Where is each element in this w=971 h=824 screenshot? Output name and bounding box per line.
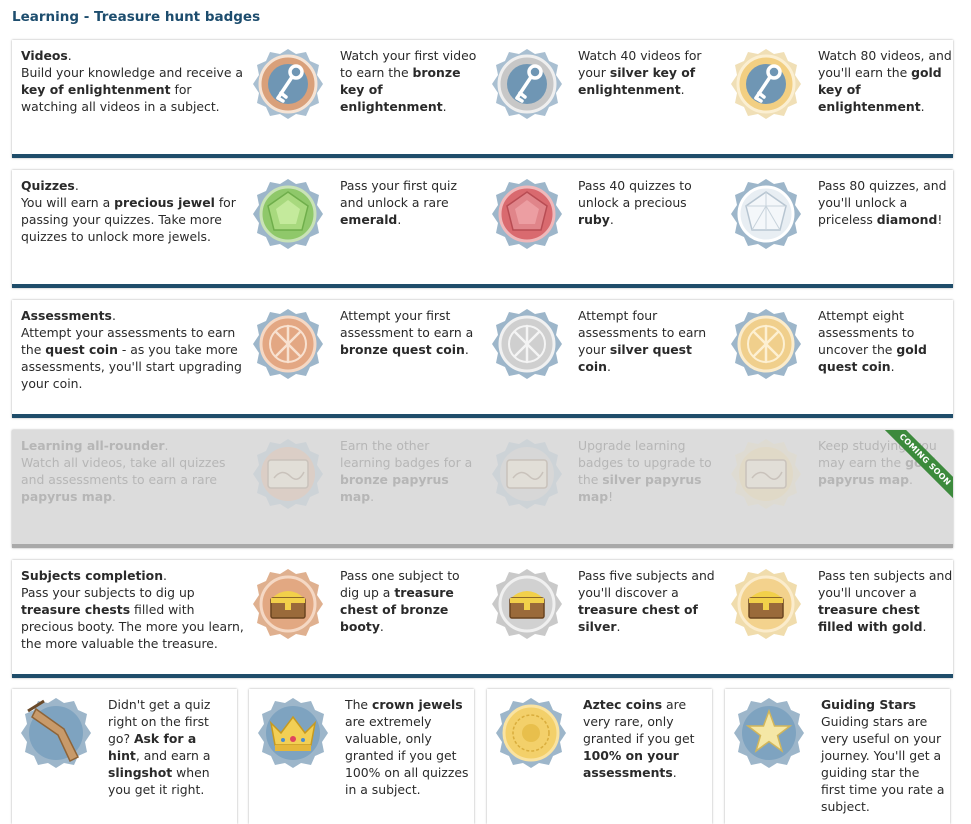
silver-quest-coin-icon[interactable] <box>491 308 563 380</box>
row-intro: Videos. Build your knowledge and receive … <box>21 48 244 114</box>
card-description: The crown jewels are extremely valuable,… <box>345 697 469 797</box>
tier-description-bronze: Pass your first quiz and unlock a rare e… <box>340 178 457 227</box>
crown-icon[interactable] <box>257 697 329 769</box>
tier-description-silver: Pass 40 quizzes to unlock a precious rub… <box>578 178 692 227</box>
row-intro: Subjects completion. Pass your subjects t… <box>21 568 244 651</box>
card-description: Guiding Stars Guiding stars are very use… <box>821 697 945 814</box>
badge-row-videos: Videos. Build your knowledge and receive … <box>12 40 953 158</box>
row-intro-title: Learning all-rounder <box>21 438 165 453</box>
tier-description-gold: Watch 80 videos, and you'll earn the gol… <box>818 48 952 114</box>
row-intro-title: Videos <box>21 48 68 63</box>
row-intro: Quizzes. You will earn a precious jewel f… <box>21 178 236 244</box>
badge-row-subjects-completion: Subjects completion. Pass your subjects t… <box>12 560 953 678</box>
badge-row-learning-all-rounder: Learning all-rounder. Watch all videos, t… <box>12 430 953 548</box>
badge-card-guiding-stars: Guiding Stars Guiding stars are very use… <box>725 689 950 824</box>
silver-papyrus-map-icon <box>492 439 562 509</box>
coming-soon-ribbon: COMING SOON <box>883 430 953 500</box>
row-divider <box>12 414 953 418</box>
tier-description-gold: Attempt eight assessments to uncover the… <box>818 308 927 374</box>
tier-description-bronze: Watch your first video to earn the bronz… <box>340 48 477 114</box>
bronze-quest-coin-icon[interactable] <box>252 308 324 380</box>
row-divider <box>12 154 953 158</box>
badge-card-slingshot: Didn't get a quiz right on the first go?… <box>12 689 237 824</box>
aztec-coin-icon[interactable] <box>495 697 567 769</box>
tier-description-gold: Pass 80 quizzes, and you'll unlock a pri… <box>818 178 947 227</box>
tier-description-silver: Watch 40 videos for your silver key of e… <box>578 48 702 97</box>
tier-description-bronze: Attempt your first assessment to earn a … <box>340 308 474 357</box>
card-description: Aztec coins are very rare, only granted … <box>583 697 695 780</box>
tier-description-silver: Attempt four assessments to earn your si… <box>578 308 707 374</box>
gold-key-icon[interactable] <box>730 48 802 120</box>
coming-soon-label: COMING SOON <box>883 430 953 500</box>
silver-treasure-chest-icon[interactable] <box>491 568 563 640</box>
tier-description-bronze: Earn the other learning badges for a bro… <box>340 438 473 504</box>
tier-description-silver: Upgrade learning badges to upgrade to th… <box>578 438 712 504</box>
slingshot-icon[interactable] <box>20 697 92 769</box>
bronze-key-icon[interactable] <box>252 48 324 120</box>
bronze-treasure-chest-icon[interactable] <box>252 568 324 640</box>
tier-description-silver: Pass five subjects and you'll discover a… <box>578 568 715 634</box>
row-intro-text: Watch all videos, take all quizzes and a… <box>21 455 226 504</box>
tier-description-bronze: Pass one subject to dig up a treasure ch… <box>340 568 460 634</box>
badge-card-crown-jewels: The crown jewels are extremely valuable,… <box>249 689 474 824</box>
emerald-icon[interactable] <box>252 178 324 250</box>
row-intro: Assessments. Attempt your assessments to … <box>21 308 242 391</box>
row-divider <box>12 284 953 288</box>
badge-card-aztec-coins: Aztec coins are very rare, only granted … <box>487 689 712 824</box>
gold-papyrus-map-icon <box>731 439 801 509</box>
gold-quest-coin-icon[interactable] <box>730 308 802 380</box>
guiding-star-icon[interactable] <box>733 697 805 769</box>
row-divider <box>12 674 953 678</box>
badge-row-quizzes: Quizzes. You will earn a precious jewel f… <box>12 170 953 288</box>
badge-row-assessments: Assessments. Attempt your assessments to … <box>12 300 953 418</box>
row-intro-title: Subjects completion <box>21 568 164 583</box>
card-description: Didn't get a quiz right on the first go?… <box>108 697 211 797</box>
ruby-icon[interactable] <box>491 178 563 250</box>
silver-key-icon[interactable] <box>491 48 563 120</box>
row-intro: Learning all-rounder. Watch all videos, t… <box>21 438 226 504</box>
tier-description-gold: Pass ten subjects and you'll uncover a t… <box>818 568 953 634</box>
row-divider <box>12 544 953 548</box>
row-intro-text: Build your knowledge and receive a key o… <box>21 65 244 114</box>
row-intro-text: You will earn a precious jewel for passi… <box>21 195 236 244</box>
diamond-icon[interactable] <box>730 178 802 250</box>
row-intro-title: Assessments <box>21 308 112 323</box>
bronze-papyrus-map-icon <box>253 439 323 509</box>
page-title: Learning - Treasure hunt badges <box>12 9 261 25</box>
row-intro-text: Pass your subjects to dig up treasure ch… <box>21 585 244 651</box>
gold-treasure-chest-icon[interactable] <box>730 568 802 640</box>
row-intro-text: Attempt your assessments to earn the que… <box>21 325 242 391</box>
row-intro-title: Quizzes <box>21 178 75 193</box>
